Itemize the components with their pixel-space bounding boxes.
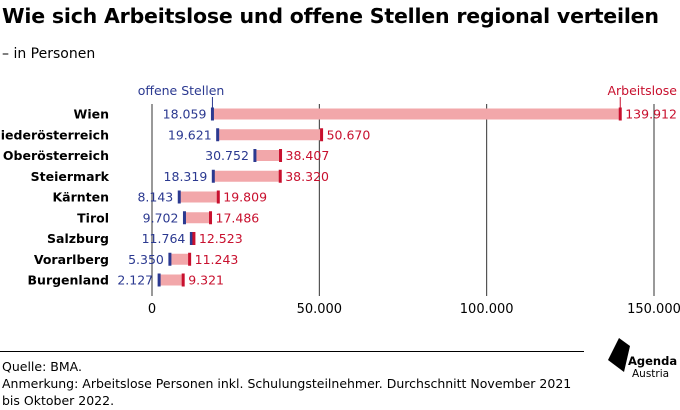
agenda-austria-logo: Agenda Austria xyxy=(606,336,680,406)
arbeitslose-value-label: 139.912 xyxy=(625,107,677,122)
arbeitslose-marker xyxy=(188,252,192,266)
offene-stellen-marker xyxy=(216,128,220,142)
source-note: Quelle: BMA. xyxy=(2,359,82,374)
category-label: Vorarlberg xyxy=(34,252,109,267)
category-label: Oberösterreich xyxy=(3,148,109,163)
footer-divider xyxy=(0,351,584,352)
offene-stellen-value-label: 30.752 xyxy=(205,148,249,163)
category-label: Tirol xyxy=(77,210,109,225)
offene-stellen-marker xyxy=(211,169,215,183)
legend-label-arbeitslose: Arbeitslose xyxy=(607,83,677,98)
offene-stellen-marker xyxy=(182,211,186,225)
chart-subtitle: – in Personen xyxy=(2,46,96,62)
offene-stellen-marker xyxy=(189,232,193,245)
offene-stellen-value-label: 18.319 xyxy=(164,169,208,184)
arbeitslose-marker xyxy=(181,273,185,287)
offene-stellen-marker xyxy=(168,252,172,266)
arbeitslose-marker xyxy=(320,128,324,142)
arbeitslose-value-label: 38.407 xyxy=(286,148,330,163)
arbeitslose-value-label: 11.243 xyxy=(195,252,239,267)
offene-stellen-value-label: 5.350 xyxy=(128,252,164,267)
x-tick-labels: 0 50.000 100.000 150.000 xyxy=(148,302,680,317)
offene-stellen-marker xyxy=(177,190,181,204)
series-legend: offene Stellen Arbeitslose xyxy=(138,83,677,108)
footnote: Anmerkung: Arbeitslose Personen inkl. Sc… xyxy=(2,376,572,408)
range-bar xyxy=(169,253,190,265)
category-label: Steiermark xyxy=(31,169,110,184)
arbeitslose-value-label: 19.809 xyxy=(223,190,267,205)
x-tick-label: 150.000 xyxy=(627,302,680,317)
arbeitslose-value-label: 38.320 xyxy=(285,169,329,184)
agenda-austria-logo-icon xyxy=(608,338,630,372)
offene-stellen-marker xyxy=(210,107,214,121)
arbeitslose-marker xyxy=(618,107,622,121)
x-tick-label: 0 xyxy=(148,302,156,317)
arbeitslose-marker xyxy=(278,169,282,183)
arbeitslose-marker xyxy=(279,149,283,162)
logo-word-agenda: Agenda xyxy=(628,354,678,368)
offene-stellen-value-label: 18.059 xyxy=(163,107,207,122)
range-bar xyxy=(213,170,281,182)
arbeitslose-value-label: 12.523 xyxy=(199,231,243,246)
offene-stellen-value-label: 2.127 xyxy=(117,273,153,288)
offene-stellen-value-label: 9.702 xyxy=(143,210,179,225)
arbeitslose-marker xyxy=(216,190,220,204)
arbeitslose-marker xyxy=(209,211,213,225)
arbeitslose-value-label: 17.486 xyxy=(216,210,260,225)
category-label: Niederösterreich xyxy=(0,127,109,142)
x-tick-label: 50.000 xyxy=(297,302,343,317)
category-label: Wien xyxy=(74,107,109,122)
offene-stellen-marker xyxy=(157,273,161,287)
offene-stellen-value-label: 8.143 xyxy=(137,190,173,205)
chart-title: Wie sich Arbeitslose und offene Stellen … xyxy=(2,4,659,28)
category-label: Salzburg xyxy=(47,231,109,246)
category-label: Kärnten xyxy=(52,190,109,205)
range-bar xyxy=(184,212,211,224)
range-bars: 18.059 139.912 19.621 50.670 30.752 38.407 18.… xyxy=(117,107,677,288)
arbeitslose-value-label: 9.321 xyxy=(188,273,224,288)
dumbbell-chart: 18.059 139.912 19.621 50.670 30.752 38.407 18.… xyxy=(0,83,680,317)
range-bar xyxy=(212,108,621,120)
range-bar xyxy=(179,191,219,203)
x-tick-label: 100.000 xyxy=(460,302,514,317)
range-bar xyxy=(254,150,281,161)
category-label: Burgenland xyxy=(28,273,109,288)
range-bar xyxy=(217,129,322,141)
logo-word-austria: Austria xyxy=(632,368,670,380)
offene-stellen-marker xyxy=(253,149,257,162)
range-bar xyxy=(159,274,184,286)
category-labels: Wien Niederösterreich Oberösterreich Steier… xyxy=(0,107,110,288)
arbeitslose-marker xyxy=(192,232,196,245)
offene-stellen-value-label: 11.764 xyxy=(142,231,186,246)
arbeitslose-value-label: 50.670 xyxy=(327,127,371,142)
offene-stellen-value-label: 19.621 xyxy=(168,127,212,142)
legend-label-offene-stellen: offene Stellen xyxy=(138,83,225,98)
